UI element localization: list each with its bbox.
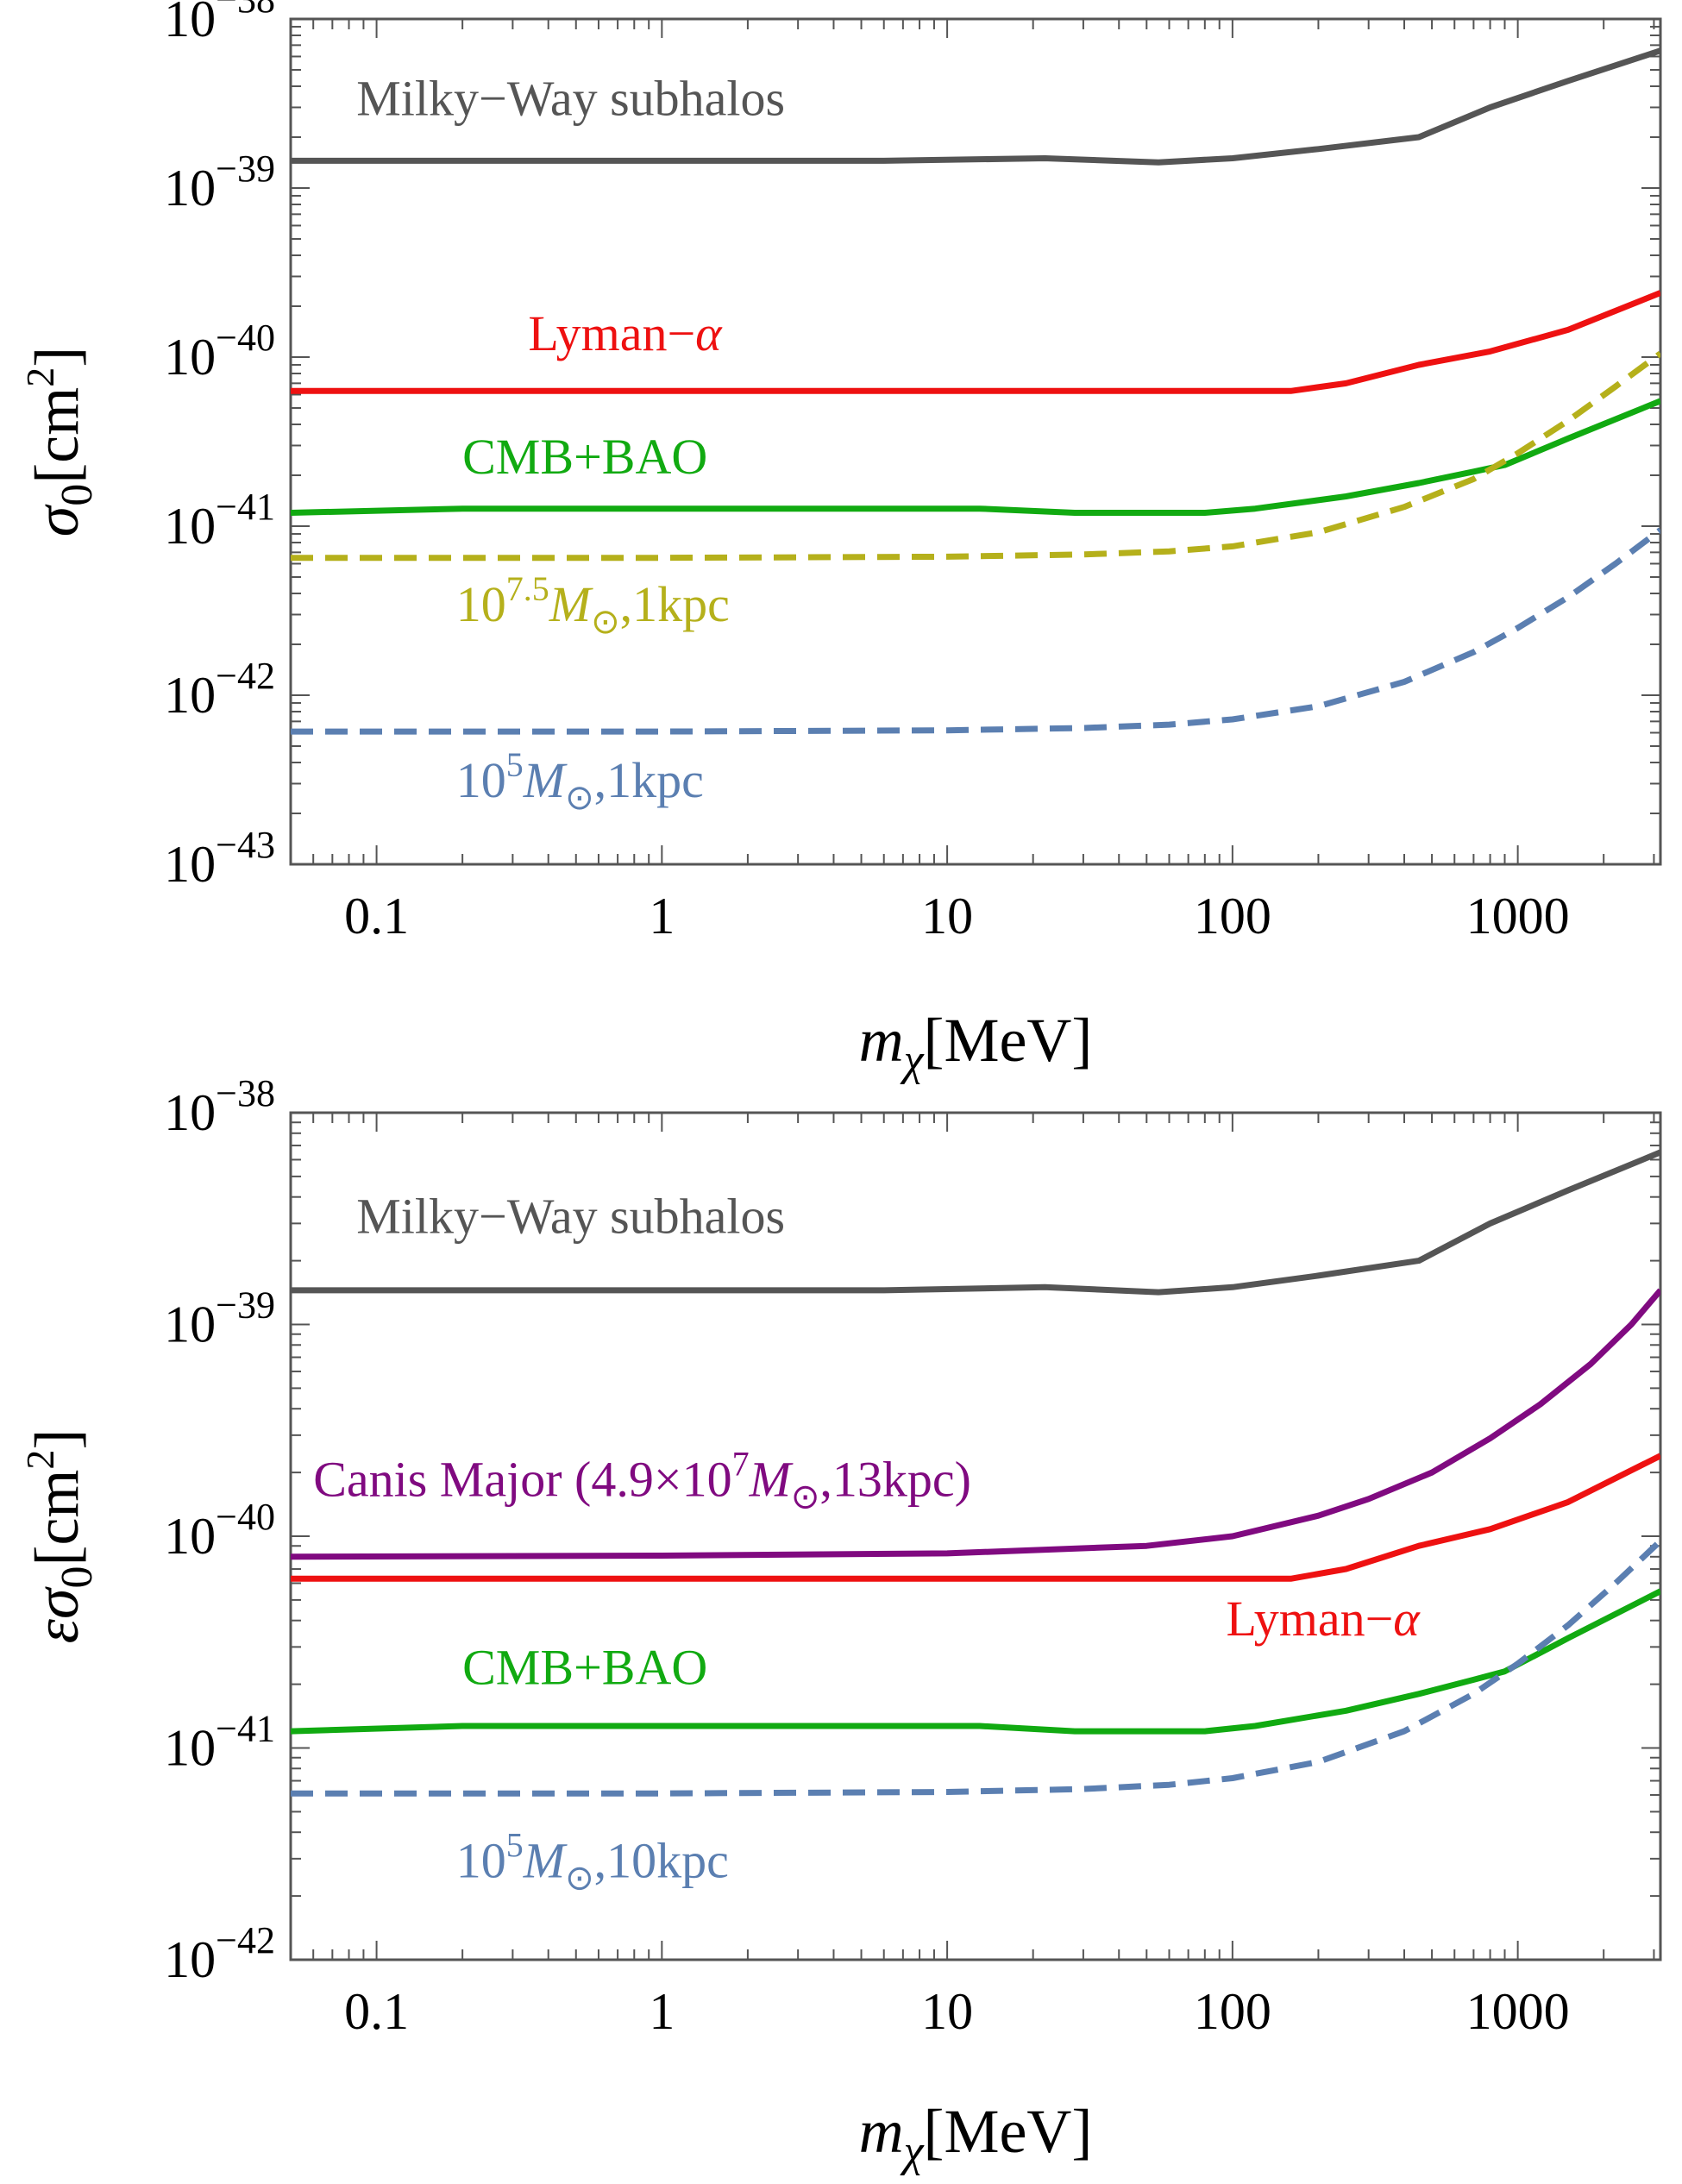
y-tick-label: 10−42 [164, 655, 275, 724]
x-tick-label: 10 [921, 1983, 973, 2040]
y-tick-label: 10−43 [164, 824, 275, 893]
y-tick-label: 10−40 [164, 1496, 275, 1565]
series-line-0 [291, 1149, 1660, 1296]
x-axis-label: mχ[MeV] [859, 2097, 1093, 2176]
y-tick-label: 10−42 [164, 1919, 275, 1988]
plot-frame [289, 17, 1662, 866]
series-line-1 [291, 1288, 1660, 1560]
y-tick-label: 10−40 [164, 317, 275, 386]
x-tick-label: 100 [1194, 888, 1271, 945]
x-tick-label: 1000 [1466, 1983, 1570, 2040]
y-tick-label: 10−41 [164, 1708, 275, 1777]
y-tick-label: 10−41 [164, 486, 275, 555]
y-tick-label: 10−39 [164, 147, 275, 217]
y-tick-label: 10−38 [164, 0, 275, 47]
x-tick-label: 1 [649, 1983, 675, 2040]
x-tick-label: 1 [649, 888, 675, 945]
y-tick-label: 10−39 [164, 1284, 275, 1353]
x-tick-label: 1000 [1466, 888, 1570, 945]
series-line-4 [291, 1538, 1660, 1797]
x-tick-label: 0.1 [344, 1983, 409, 2040]
x-tick-label: 100 [1194, 1983, 1271, 2040]
series-line-2 [291, 1453, 1660, 1582]
series-line-0 [291, 47, 1660, 166]
y-tick-label: 10−38 [164, 1072, 275, 1141]
curve-label-0: Milky−Way subhalos [356, 70, 785, 126]
top-panel: 0.1 1 10 100 1000 10−38 10−39 10−40 10−41 10−42 10… [18, 0, 1662, 1085]
curve-label-2: CMB+BAO [462, 429, 707, 485]
curve-label-1: Canis Major (4.9×107M⊙,13kpc) [313, 1444, 971, 1516]
curve-label-2: Lyman−α [1226, 1591, 1421, 1647]
curve-label-3: 107.5M⊙,1kpc [456, 569, 730, 641]
x-tick-label: 10 [921, 888, 973, 945]
curve-label-1: Lyman−α [528, 305, 723, 361]
series-line-3 [291, 350, 1660, 562]
y-axis-label: εσ0[cm2] [18, 1429, 102, 1644]
x-axis-label: mχ[MeV] [859, 1006, 1093, 1085]
series-line-4 [291, 527, 1660, 735]
curve-label-3: CMB+BAO [462, 1640, 707, 1696]
y-axis-label: σ0[cm2] [18, 347, 102, 537]
bottom-panel: 0.1 1 10 100 1000 10−38 10−39 10−40 10−41 10−42 mχ… [18, 1072, 1662, 2176]
x-tick-label: 0.1 [344, 888, 409, 945]
series-line-2 [291, 398, 1660, 516]
series-line-3 [291, 1588, 1660, 1735]
curve-label-0: Milky−Way subhalos [356, 1189, 785, 1245]
series-line-1 [291, 290, 1660, 394]
curve-label-4: 105M⊙,1kpc [456, 745, 704, 817]
curve-label-4: 105M⊙,10kpc [456, 1825, 729, 1897]
